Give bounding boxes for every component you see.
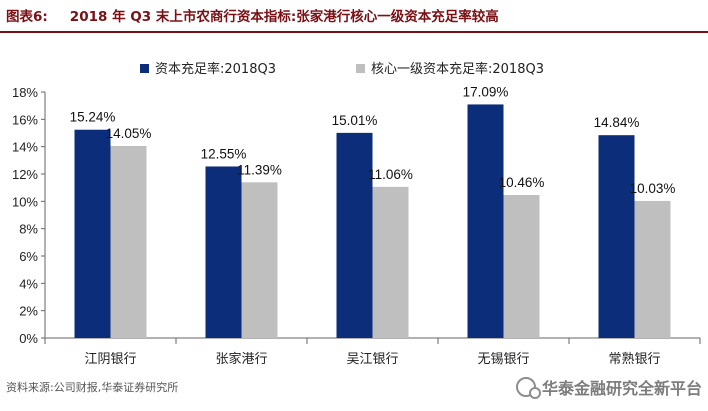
y-tick-label: 2% xyxy=(19,304,38,319)
bar-series-1 xyxy=(467,104,504,338)
y-tick-label: 16% xyxy=(12,112,38,127)
category-label: 江阴银行 xyxy=(84,352,136,367)
data-label: 14.05% xyxy=(106,126,152,141)
watermark: 华泰金融研究全新平台 xyxy=(515,375,702,399)
source-note: 资料来源:公司财报,华泰证券研究所 xyxy=(6,381,179,394)
y-tick-label: 4% xyxy=(19,276,38,291)
figure-label: 图表6: xyxy=(6,9,48,25)
bar-series-1 xyxy=(205,166,242,338)
title-divider xyxy=(0,31,708,33)
bar-chart: 资本充足率:2018Q3 核心一级资本充足率:2018Q3 0% 2% 4% 6% 8%… xyxy=(12,61,701,367)
bars: 15.24%14.05% 12.55%11.39% 15.01% 11.06% 17.0… xyxy=(70,84,676,338)
category-label: 吴江银行 xyxy=(346,352,398,367)
legend-label-series-1: 资本充足率:2018Q3 xyxy=(155,61,276,77)
chat-bubble-icon xyxy=(515,377,541,399)
data-label: 10.03% xyxy=(630,181,676,196)
y-tick-label: 18% xyxy=(12,85,38,100)
y-tick-label: 8% xyxy=(19,222,38,237)
legend: 资本充足率:2018Q3 核心一级资本充足率:2018Q3 xyxy=(140,61,544,77)
y-tick-label: 6% xyxy=(19,249,38,264)
bar-series-2 xyxy=(241,182,278,338)
legend-label-series-2: 核心一级资本充足率:2018Q3 xyxy=(371,61,544,77)
y-tick-label: 14% xyxy=(12,140,38,155)
bar-series-2 xyxy=(372,186,409,338)
y-tick-label: 0% xyxy=(19,331,38,346)
legend-swatch-series-2 xyxy=(356,64,365,73)
x-axis: 江阴银行 张家港行 吴江银行 无锡银行 常熟银行 xyxy=(44,337,701,367)
category-label: 无锡银行 xyxy=(477,352,529,367)
watermark-text: 华泰金融研究全新平台 xyxy=(541,379,702,398)
data-label: 15.01% xyxy=(332,113,378,128)
data-label: 14.84% xyxy=(594,115,640,130)
bar-series-2 xyxy=(634,200,671,338)
bar-series-2 xyxy=(110,145,147,338)
y-tick-label: 12% xyxy=(12,167,38,182)
data-label: 10.46% xyxy=(499,175,545,190)
data-label: 17.09% xyxy=(463,84,509,99)
figure-header: 图表6: 2018 年 Q3 末上市农商行资本指标:张家港行核心一级资本充足率较… xyxy=(6,3,702,27)
data-label: 11.39% xyxy=(237,162,282,177)
figure-title: 2018 年 Q3 末上市农商行资本指标:张家港行核心一级资本充足率较高 xyxy=(69,9,499,25)
bar-series-1 xyxy=(336,132,373,338)
y-axis: 0% 2% 4% 6% 8% 10% 12% 14% 16% 18% xyxy=(12,85,46,346)
legend-swatch-series-1 xyxy=(140,64,149,73)
footer: 资料来源:公司财报,华泰证券研究所 华泰金融研究全新平台 xyxy=(6,375,702,399)
data-label: 12.55% xyxy=(201,146,247,161)
category-label: 张家港行 xyxy=(215,351,267,367)
y-tick-label: 10% xyxy=(12,194,38,209)
category-label: 常熟银行 xyxy=(608,351,660,367)
bar-series-1 xyxy=(74,129,111,338)
bar-series-1 xyxy=(598,135,635,338)
data-label: 15.24% xyxy=(70,110,116,125)
data-label: 11.06% xyxy=(368,167,413,182)
bar-series-2 xyxy=(503,195,540,338)
